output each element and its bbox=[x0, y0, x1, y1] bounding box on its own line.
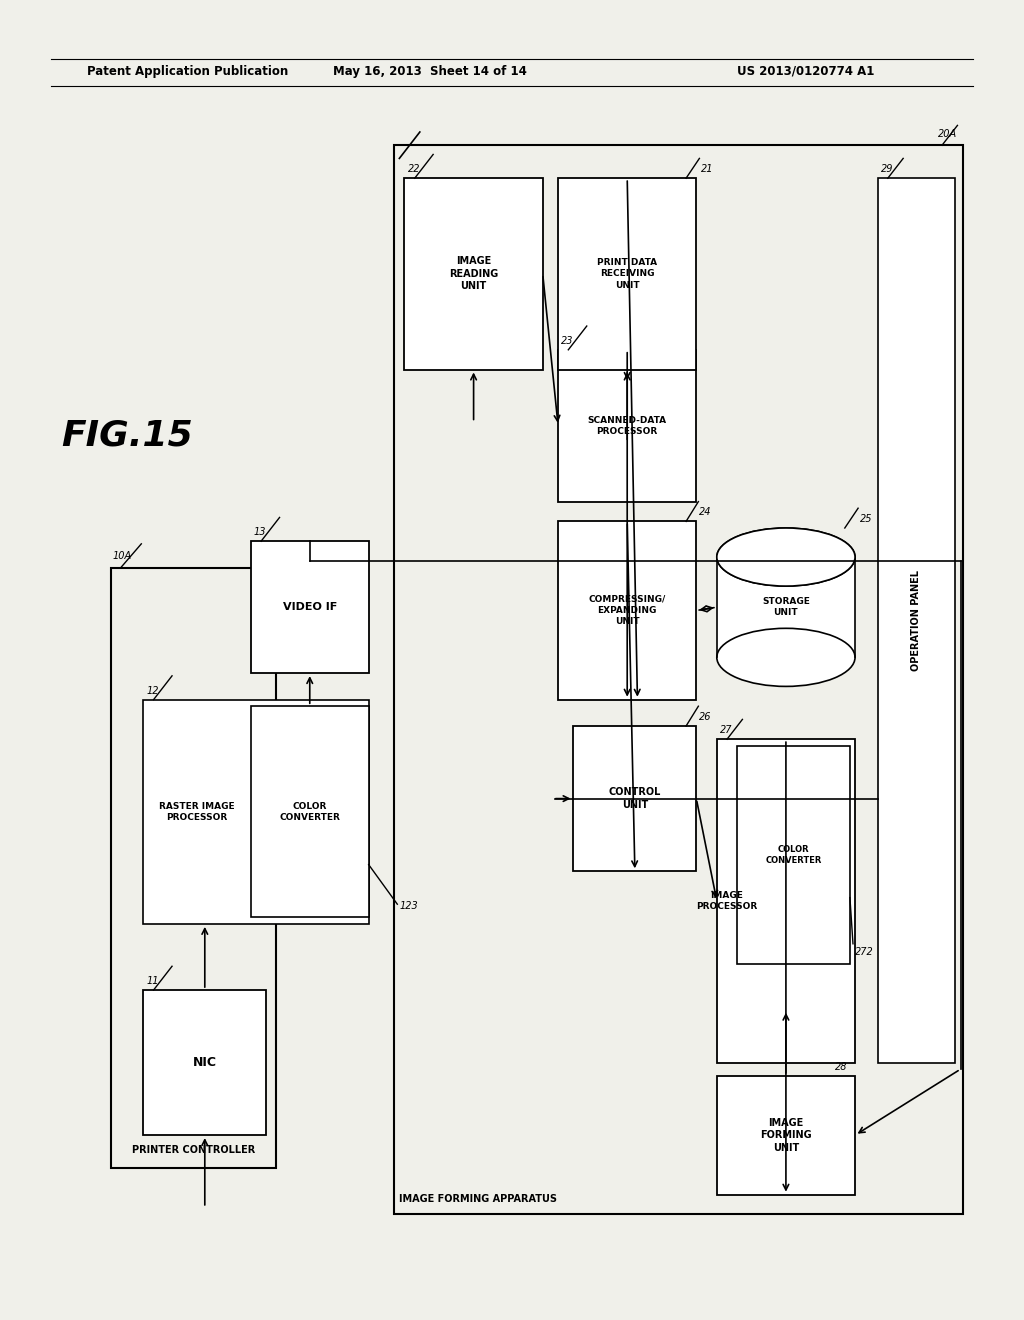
Text: US 2013/0120774 A1: US 2013/0120774 A1 bbox=[737, 65, 874, 78]
Bar bbox=[717, 557, 855, 657]
Bar bbox=[573, 726, 696, 871]
Text: STORAGE
UNIT: STORAGE UNIT bbox=[762, 597, 810, 618]
Text: 27: 27 bbox=[720, 725, 732, 735]
Text: PRINTER CONTROLLER: PRINTER CONTROLLER bbox=[132, 1144, 255, 1155]
Bar bbox=[394, 145, 963, 1214]
Text: COLOR
CONVERTER: COLOR CONVERTER bbox=[280, 801, 340, 822]
Text: CONTROL
UNIT: CONTROL UNIT bbox=[608, 788, 662, 809]
Text: IMAGE FORMING APPARATUS: IMAGE FORMING APPARATUS bbox=[399, 1193, 557, 1204]
Text: 29: 29 bbox=[881, 164, 893, 174]
Text: OPERATION PANEL: OPERATION PANEL bbox=[911, 570, 922, 671]
Text: 22: 22 bbox=[408, 164, 420, 174]
Bar bbox=[251, 541, 369, 673]
Bar bbox=[143, 700, 369, 924]
Text: IMAGE
FORMING
UNIT: IMAGE FORMING UNIT bbox=[760, 1118, 812, 1152]
Bar bbox=[558, 178, 696, 370]
Text: SCANNED-DATA
PROCESSOR: SCANNED-DATA PROCESSOR bbox=[588, 416, 667, 436]
Bar bbox=[717, 1076, 855, 1195]
Text: RASTER IMAGE
PROCESSOR: RASTER IMAGE PROCESSOR bbox=[160, 801, 234, 822]
Text: IMAGE
READING
UNIT: IMAGE READING UNIT bbox=[449, 256, 499, 292]
Bar bbox=[878, 178, 955, 1063]
Text: 123: 123 bbox=[399, 900, 418, 911]
Text: Patent Application Publication: Patent Application Publication bbox=[87, 65, 289, 78]
Ellipse shape bbox=[717, 528, 855, 586]
Bar bbox=[111, 568, 276, 1168]
Text: PRINT DATA
RECEIVING
UNIT: PRINT DATA RECEIVING UNIT bbox=[597, 259, 657, 289]
Text: 25: 25 bbox=[860, 513, 872, 524]
Text: 13: 13 bbox=[254, 527, 266, 537]
Text: 11: 11 bbox=[146, 975, 159, 986]
Bar bbox=[251, 706, 369, 917]
Text: 23: 23 bbox=[561, 335, 573, 346]
Text: May 16, 2013  Sheet 14 of 14: May 16, 2013 Sheet 14 of 14 bbox=[333, 65, 527, 78]
Ellipse shape bbox=[717, 528, 855, 586]
Text: VIDEO IF: VIDEO IF bbox=[283, 602, 337, 612]
Bar bbox=[558, 521, 696, 700]
Text: 10A: 10A bbox=[113, 550, 132, 561]
Text: 20A: 20A bbox=[938, 128, 957, 139]
Bar bbox=[143, 990, 266, 1135]
Text: 28: 28 bbox=[835, 1061, 847, 1072]
Text: 24: 24 bbox=[699, 507, 712, 517]
Text: IMAGE
PROCESSOR: IMAGE PROCESSOR bbox=[696, 891, 758, 911]
Bar bbox=[737, 746, 850, 964]
Bar bbox=[717, 739, 855, 1063]
Text: 272: 272 bbox=[855, 946, 873, 957]
Text: COLOR
CONVERTER: COLOR CONVERTER bbox=[765, 845, 822, 865]
Text: 21: 21 bbox=[701, 164, 714, 174]
Bar bbox=[558, 350, 696, 502]
Text: 12: 12 bbox=[146, 685, 159, 696]
Bar bbox=[404, 178, 543, 370]
Text: NIC: NIC bbox=[193, 1056, 217, 1069]
Text: 26: 26 bbox=[699, 711, 712, 722]
Ellipse shape bbox=[717, 628, 855, 686]
Text: FIG.15: FIG.15 bbox=[61, 418, 194, 453]
Text: COMPRESSING/
EXPANDING
UNIT: COMPRESSING/ EXPANDING UNIT bbox=[589, 595, 666, 626]
